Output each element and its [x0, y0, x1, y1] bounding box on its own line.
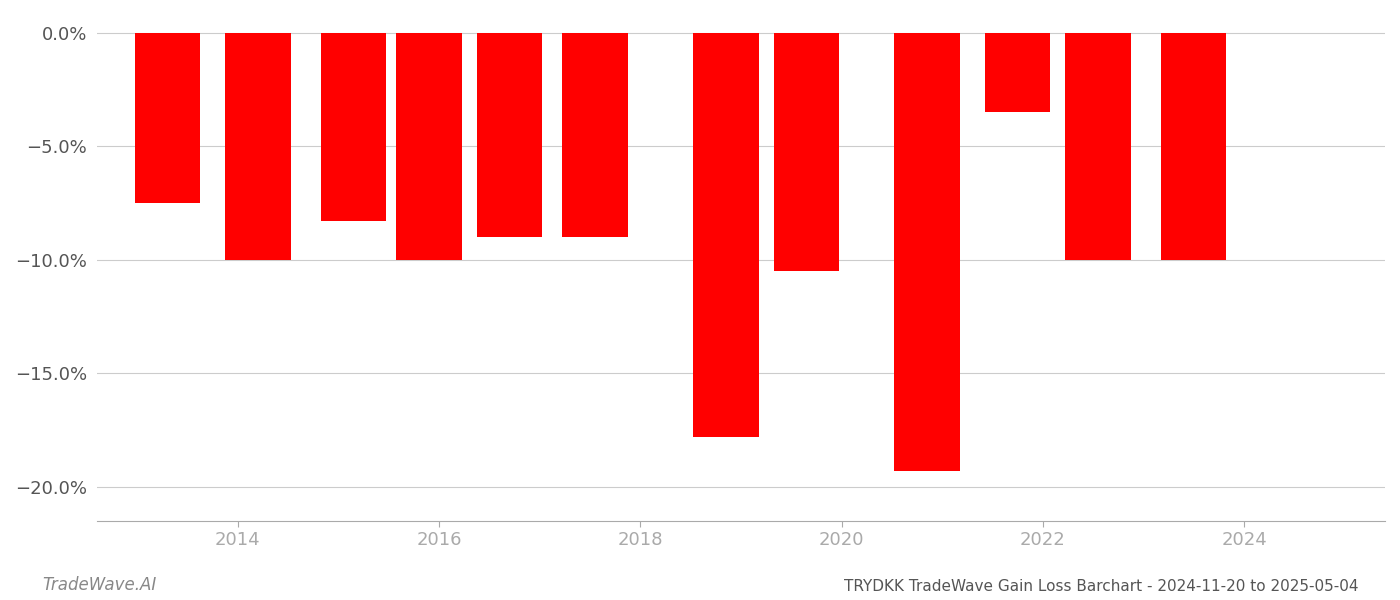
Bar	[396, 33, 462, 260]
Bar	[774, 33, 839, 271]
Bar	[134, 33, 200, 203]
Bar	[225, 33, 291, 260]
Bar	[986, 33, 1050, 112]
Bar	[895, 33, 960, 471]
Bar	[563, 33, 627, 237]
Bar	[1161, 33, 1226, 260]
Bar	[321, 33, 386, 221]
Text: TRYDKK TradeWave Gain Loss Barchart - 2024-11-20 to 2025-05-04: TRYDKK TradeWave Gain Loss Barchart - 20…	[843, 579, 1358, 594]
Bar	[693, 33, 759, 437]
Text: TradeWave.AI: TradeWave.AI	[42, 576, 157, 594]
Bar	[477, 33, 542, 237]
Bar	[1065, 33, 1131, 260]
